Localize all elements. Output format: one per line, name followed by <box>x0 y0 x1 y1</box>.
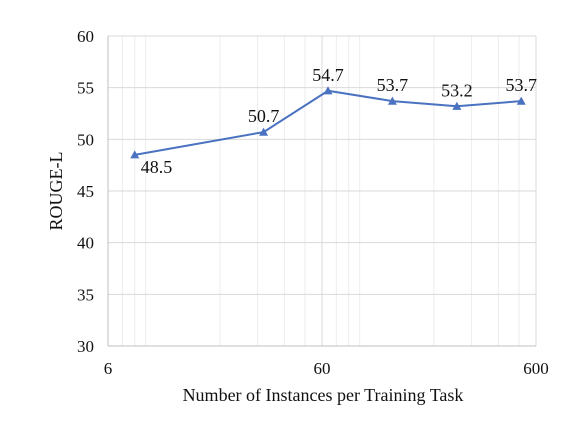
x-axis-title: Number of Instances per Training Task <box>183 385 464 405</box>
x-tick-label: 6 <box>104 359 113 378</box>
data-label: 50.7 <box>248 106 280 126</box>
y-tick-label: 55 <box>77 79 94 98</box>
y-tick-label: 50 <box>77 130 94 149</box>
data-point-marker <box>452 101 462 110</box>
x-tick-label: 600 <box>523 359 549 378</box>
series-line <box>134 89 522 156</box>
data-label: 53.7 <box>506 75 538 95</box>
data-point-marker <box>516 96 526 105</box>
data-label: 54.7 <box>312 65 344 85</box>
data-label: 53.7 <box>377 75 409 95</box>
y-tick-label: 40 <box>77 234 94 253</box>
y-tick-label: 30 <box>77 337 94 356</box>
x-tick-label: 60 <box>314 359 331 378</box>
y-tick-label: 60 <box>77 27 94 46</box>
tick-labels: 30 35 40 45 50 55 60 6 60 600 <box>77 27 549 378</box>
y-axis-title: ROUGE-L <box>46 152 66 231</box>
axes <box>107 36 536 347</box>
data-point-marker <box>387 96 397 105</box>
data-label: 53.2 <box>441 80 473 100</box>
data-point-marker <box>130 150 140 159</box>
y-tick-label: 45 <box>77 182 94 201</box>
series-group: 48.5 50.7 54.7 53.7 53.2 53.7 <box>130 65 537 177</box>
y-tick-label: 35 <box>77 285 94 304</box>
data-label: 48.5 <box>141 157 173 177</box>
data-point-marker <box>323 86 333 95</box>
data-point-marker <box>259 127 269 136</box>
